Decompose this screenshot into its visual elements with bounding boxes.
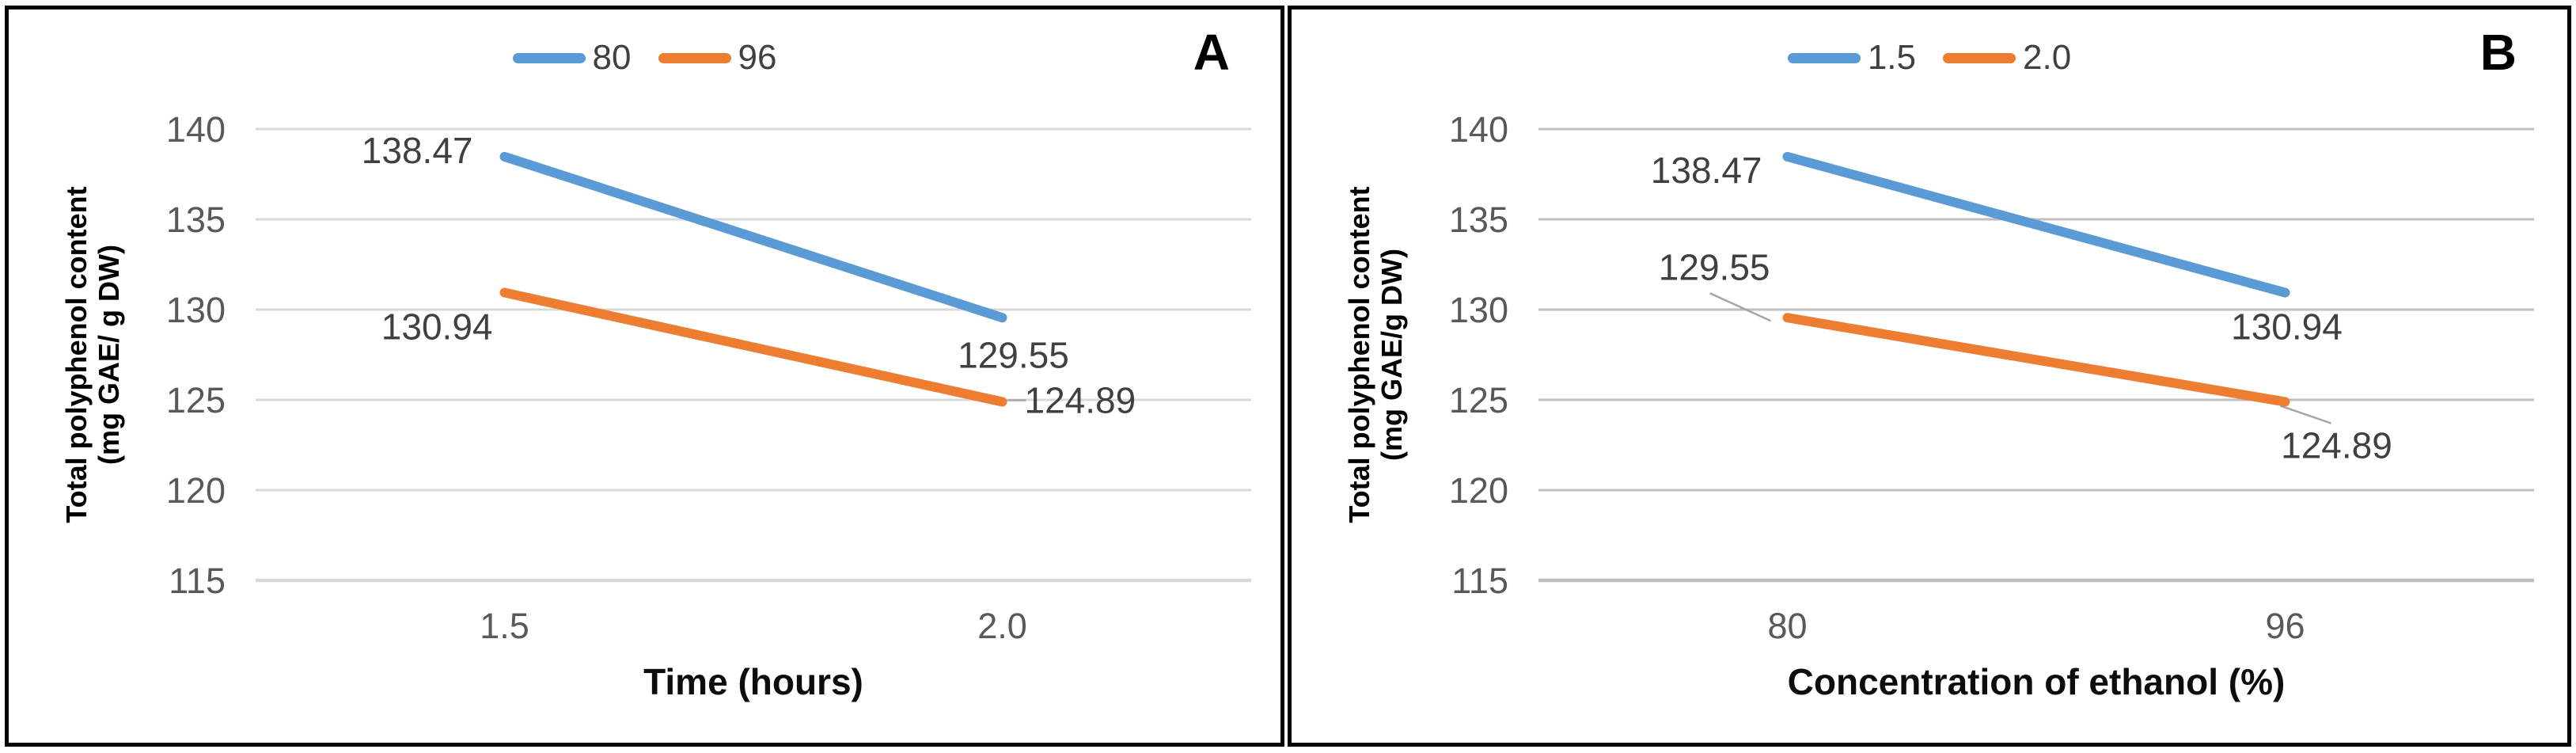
data-point-label: 129.55 <box>1659 246 1770 287</box>
y-tick-label: 115 <box>169 561 226 601</box>
y-tick-label: 130 <box>166 290 226 330</box>
legend-label: 2.0 <box>2023 38 2072 77</box>
legend-swatch <box>658 52 731 63</box>
data-point-label: 130.94 <box>2231 306 2343 348</box>
legend-label: 80 <box>592 38 632 77</box>
x-tick-label: 80 <box>1767 606 1807 646</box>
data-point-label: 138.47 <box>1651 150 1762 191</box>
legend-item: 96 <box>658 38 777 77</box>
y-tick-label: 140 <box>166 109 226 150</box>
y-tick-label: 125 <box>166 380 226 420</box>
chart-panel-a: 80 96 A Total polyphenol content (mg GAE/… <box>5 6 1284 747</box>
y-tick-label: 115 <box>1451 561 1508 601</box>
x-tick-label: 1.5 <box>480 606 529 646</box>
y-tick-label: 125 <box>1449 380 1508 420</box>
plot-area: 140 135 130 125 120 115 1.5 2.0 138.47 129.55 130.… <box>166 109 1251 646</box>
data-point-label: 124.89 <box>2281 425 2392 466</box>
legend-swatch <box>1943 52 2016 63</box>
legend-label: 1.5 <box>1867 38 1916 77</box>
x-tick-label: 96 <box>2265 606 2305 646</box>
panel-letter: A <box>1193 24 1230 81</box>
data-point-label: 129.55 <box>958 334 1069 375</box>
panel-letter: B <box>2479 24 2517 81</box>
legend: 80 96 <box>9 38 1280 78</box>
legend-item: 1.5 <box>1787 38 1916 77</box>
legend-swatch <box>512 52 586 63</box>
legend: 1.5 2.0 <box>1292 38 2567 78</box>
y-tick-label: 130 <box>1449 290 1508 330</box>
series-line-1.5 <box>1782 151 2290 298</box>
data-point-label: 130.94 <box>381 306 493 348</box>
y-tick-label: 120 <box>166 470 226 511</box>
legend-swatch <box>1787 52 1861 63</box>
legend-item: 80 <box>512 38 632 77</box>
y-tick-label: 140 <box>1449 109 1508 150</box>
x-axis-title: Concentration of ethanol (%) <box>1787 661 2286 702</box>
data-point-label: 124.89 <box>1025 380 1136 421</box>
leader-line <box>2280 405 2331 424</box>
legend-label: 96 <box>738 38 777 77</box>
series-line-80 <box>499 151 1007 323</box>
leader-line <box>1709 292 1772 322</box>
series-line-2.0 <box>1782 313 2290 407</box>
y-tick-label: 135 <box>166 200 226 240</box>
data-point-label: 138.47 <box>362 130 473 171</box>
chart-panel-b: 1.5 2.0 B Total polyphenol content (mg GA… <box>1288 6 2571 747</box>
y-tick-label: 135 <box>1449 200 1508 240</box>
plot-area: 140 135 130 125 120 115 80 96 138.47 130.94 129.55… <box>1449 109 2534 646</box>
y-tick-label: 120 <box>1449 470 1508 511</box>
legend-item: 2.0 <box>1943 40 2071 75</box>
series-line-96 <box>499 287 1007 407</box>
x-axis-title: Time (hours) <box>643 661 863 702</box>
x-tick-label: 2.0 <box>977 606 1027 646</box>
